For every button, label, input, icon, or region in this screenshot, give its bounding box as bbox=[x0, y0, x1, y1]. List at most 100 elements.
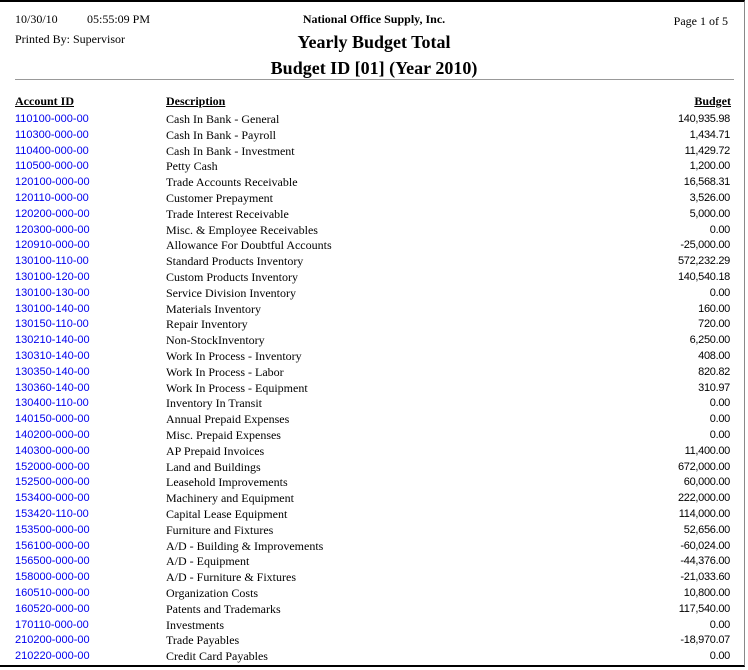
budget-amount: 114,000.00 bbox=[678, 507, 731, 520]
description: Work In Process - Labor bbox=[166, 364, 284, 379]
description: AP Prepaid Invoices bbox=[166, 443, 265, 458]
report-title: Yearly Budget Total bbox=[297, 32, 451, 52]
budget-amount: 0.00 bbox=[709, 650, 731, 663]
company-name: National Office Supply, Inc. bbox=[302, 12, 446, 26]
description: Work In Process - Equipment bbox=[166, 380, 308, 395]
table-row: 140300-000-00 AP Prepaid Invoices 11,400.0… bbox=[0, 443, 748, 461]
account-id-link[interactable]: 130310-140-00 bbox=[15, 349, 90, 362]
account-id-link[interactable]: 160510-000-00 bbox=[15, 586, 90, 599]
budget-amount: 6,250.00 bbox=[689, 334, 731, 347]
account-id-link[interactable]: 130350-140-00 bbox=[15, 365, 90, 378]
budget-amount: -18,970.07 bbox=[680, 634, 730, 647]
account-id-link[interactable]: 130100-120-00 bbox=[15, 270, 90, 283]
account-id-link[interactable]: 120300-000-00 bbox=[15, 223, 90, 236]
description: Custom Products Inventory bbox=[166, 269, 298, 284]
budget-amount: 672,000.00 bbox=[677, 460, 730, 473]
account-id-link[interactable]: 130100-140-00 bbox=[15, 302, 90, 315]
budget-amount: 1,434.71 bbox=[689, 128, 731, 141]
table-row: 153420-110-00 Capital Lease Equipment 114,… bbox=[0, 506, 748, 524]
account-id-link[interactable]: 152500-000-00 bbox=[15, 476, 90, 489]
table-row: 153400-000-00 Machinery and Equipment 222,… bbox=[0, 491, 748, 508]
description: Land and Buildings bbox=[166, 459, 261, 474]
table-row: 130100-130-00 Service Division Inventory 0… bbox=[0, 286, 748, 303]
account-id-link[interactable]: 140150-000-00 bbox=[15, 413, 90, 426]
account-id-link[interactable]: 152000-000-00 bbox=[15, 460, 90, 473]
print-time: 05:55:09 PM bbox=[87, 12, 151, 26]
account-id-link[interactable]: 110400-000-00 bbox=[15, 144, 89, 157]
printed-by: Printed By: Supervisor bbox=[15, 32, 125, 46]
account-id-link[interactable]: 140300-000-00 bbox=[15, 444, 90, 457]
budget-amount: -44,376.00 bbox=[680, 555, 730, 568]
budget-amount: 3,526.00 bbox=[689, 191, 731, 204]
budget-amount: 10,800.00 bbox=[683, 586, 731, 599]
budget-amount: 16,568.31 bbox=[683, 176, 731, 189]
account-id-link[interactable]: 153500-000-00 bbox=[15, 523, 90, 536]
account-id-link[interactable]: 210200-000-00 bbox=[15, 634, 90, 647]
account-id-link[interactable]: 130400-110-00 bbox=[15, 397, 89, 410]
table-row: 130100-140-00 Materials Inventory 160.00 bbox=[0, 301, 748, 319]
description: Cash In Bank - General bbox=[166, 112, 280, 126]
table-row: 130360-140-00 Work In Process - Equipment… bbox=[0, 380, 748, 398]
description: Materials Inventory bbox=[166, 301, 261, 316]
account-id-link[interactable]: 160520-000-00 bbox=[15, 602, 90, 615]
account-id-link[interactable]: 120200-000-00 bbox=[15, 207, 90, 220]
budget-amount: 572,232.29 bbox=[677, 255, 730, 268]
table-row: 120300-000-00 Misc. & Employee Receivable… bbox=[0, 223, 748, 240]
table-row: 110400-000-00 Cash In Bank - Investment 11… bbox=[0, 144, 748, 161]
account-id-link[interactable]: 210220-000-00 bbox=[15, 650, 90, 663]
account-id-link[interactable]: 156100-000-00 bbox=[15, 539, 90, 552]
description: Misc. Prepaid Expenses bbox=[166, 427, 281, 442]
description: Trade Payables bbox=[166, 633, 240, 648]
budget-amount: 0.00 bbox=[709, 223, 731, 236]
budget-amount: 11,429.72 bbox=[684, 144, 731, 157]
table-row: 110100-000-00 Cash In Bank - General 140,9… bbox=[0, 112, 748, 129]
account-id-link[interactable]: 158000-000-00 bbox=[15, 571, 90, 584]
account-id-link[interactable]: 140200-000-00 bbox=[15, 428, 90, 441]
description: A/D - Equipment bbox=[166, 554, 250, 569]
account-id-link[interactable]: 130210-140-00 bbox=[15, 334, 90, 347]
table-row: 153500-000-00 Furniture and Fixtures 52,65… bbox=[0, 523, 748, 540]
budget-amount: 11,400.00 bbox=[684, 444, 731, 457]
account-id-link[interactable]: 130100-130-00 bbox=[15, 286, 90, 299]
account-id-link[interactable]: 110100-000-00 bbox=[15, 113, 89, 125]
budget-amount: 820.82 bbox=[698, 365, 730, 378]
description: Customer Prepayment bbox=[166, 190, 273, 205]
account-id-link[interactable]: 156500-000-00 bbox=[15, 555, 90, 568]
account-id-link[interactable]: 130100-110-00 bbox=[15, 255, 89, 268]
table-row: 130210-140-00 Non-StockInventory 6,250.00 bbox=[0, 333, 748, 350]
account-id-link[interactable]: 120100-000-00 bbox=[15, 176, 90, 189]
account-id-link[interactable]: 130150-110-00 bbox=[15, 318, 89, 331]
account-id-link[interactable]: 130360-140-00 bbox=[15, 381, 90, 394]
account-id-link[interactable]: 153400-000-00 bbox=[15, 492, 90, 505]
account-id-link[interactable]: 170110-000-00 bbox=[15, 618, 89, 631]
budget-amount: 0.00 bbox=[709, 413, 731, 426]
account-id-link[interactable]: 110300-000-00 bbox=[15, 128, 89, 141]
description: Capital Lease Equipment bbox=[166, 506, 288, 521]
description: Patents and Trademarks bbox=[166, 601, 281, 616]
budget-amount: 0.00 bbox=[709, 397, 731, 410]
account-id-link[interactable]: 110500-000-00 bbox=[15, 160, 89, 173]
budget-amount: -21,033.60 bbox=[680, 571, 730, 584]
report-subtitle: Budget ID [01] (Year 2010) bbox=[270, 58, 478, 78]
table-row: 158000-000-00 A/D - Furniture & Fixtures -… bbox=[0, 570, 748, 587]
column-header-description: Description bbox=[166, 94, 226, 108]
table-row: 130310-140-00 Work In Process - Inventory… bbox=[0, 349, 748, 366]
account-id-link[interactable]: 120910-000-00 bbox=[15, 239, 90, 252]
budget-amount: 0.00 bbox=[709, 428, 731, 441]
budget-amount: 140,540.18 bbox=[677, 270, 730, 283]
table-row: 156500-000-00 A/D - Equipment -44,376.00 bbox=[0, 554, 748, 571]
table-row: 130100-120-00 Custom Products Inventory 14… bbox=[0, 269, 748, 287]
table-row: 130400-110-00 Inventory In Transit 0.00 bbox=[0, 396, 748, 413]
budget-amount: 140,935.98 bbox=[677, 113, 730, 125]
table-row: 120910-000-00 Allowance For Doubtful Acco… bbox=[0, 238, 748, 255]
budget-amount: 0.00 bbox=[709, 286, 731, 299]
account-id-link[interactable]: 120110-000-00 bbox=[15, 191, 89, 204]
table-row: 210220-000-00 Credit Card Payables 0.00 bbox=[0, 649, 748, 666]
account-id-link[interactable]: 153420-110-00 bbox=[15, 507, 89, 520]
page-indicator: Page 1 of 5 bbox=[673, 14, 728, 28]
budget-amount: 310.97 bbox=[698, 381, 730, 394]
table-row: 130100-110-00 Standard Products Inventory… bbox=[0, 254, 748, 271]
column-header-account-id: Account ID bbox=[15, 94, 74, 108]
description: A/D - Furniture & Fixtures bbox=[166, 570, 296, 585]
